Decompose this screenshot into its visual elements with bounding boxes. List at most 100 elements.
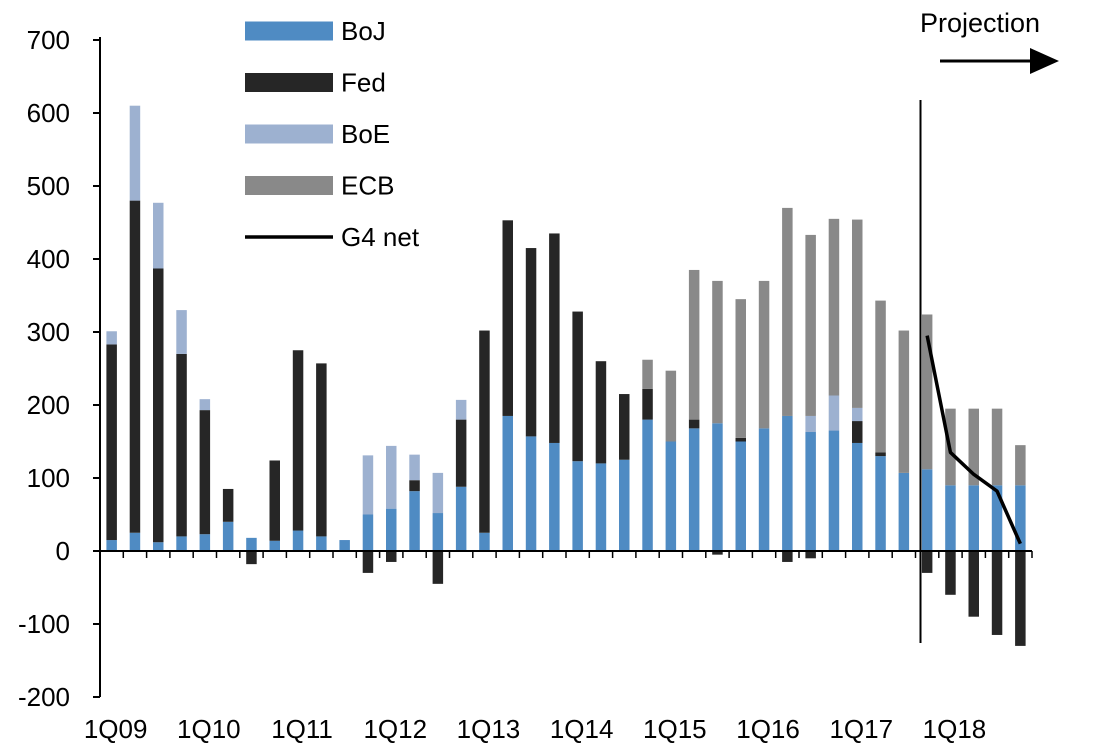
bar-boj-2Q17 (875, 456, 886, 551)
bar-ecb-2Q15 (688, 269, 700, 420)
bar-boj-2Q10 (222, 521, 234, 551)
bar-fed-4Q18 (1015, 551, 1026, 646)
bar-fed-1Q13 (479, 330, 490, 533)
bar-boj-4Q14 (642, 419, 653, 551)
bar-boj-2Q12 (409, 491, 420, 551)
bar-fed-3Q16 (805, 551, 816, 559)
bar-fed-3Q13 (525, 248, 537, 437)
bar-ecb-1Q15 (665, 370, 677, 442)
bar-boj-3Q12 (432, 513, 444, 551)
y-tick-label-500: 500 (27, 171, 70, 201)
bar-boj-1Q12 (386, 508, 397, 551)
line-g4-net (925, 335, 1022, 545)
bar-fed-2Q18 (968, 551, 979, 617)
annotations: Projection (920, 8, 1059, 74)
y-tick-label-300: 300 (27, 317, 70, 347)
bar-boj-4Q15 (735, 441, 746, 551)
bar-ecb-3Q15 (712, 280, 723, 424)
legend-swatch-boe (245, 124, 333, 144)
bar-ecb-1Q16 (758, 280, 770, 429)
bar-boj-1Q09 (106, 540, 117, 551)
bar-fed-1Q09 (106, 344, 117, 541)
bar-boj-1Q18 (945, 485, 956, 551)
bar-boj-3Q13 (525, 436, 537, 551)
bar-fed-2Q14 (595, 361, 607, 464)
bar-fed-1Q18 (945, 551, 956, 595)
bar-fed-1Q12 (386, 551, 397, 562)
projection-arrow-head (1030, 48, 1059, 74)
bar-boe-2Q09 (129, 105, 141, 201)
bar-fed-1Q17 (852, 421, 863, 443)
bar-fed-4Q11 (362, 551, 374, 573)
bar-boj-4Q09 (176, 536, 187, 551)
x-tick-label-1Q11: 1Q11 (271, 714, 333, 744)
bar-fed-2Q17 (875, 452, 886, 457)
x-tick-label-1Q09: 1Q09 (84, 714, 148, 744)
legend-label-boe: BoE (341, 119, 390, 149)
bar-fed-3Q12 (432, 551, 444, 584)
bar-fed-3Q14 (619, 394, 630, 460)
bar-ecb-3Q17 (898, 330, 910, 473)
bar-boe-1Q12 (386, 445, 397, 509)
bar-ecb-2Q17 (875, 300, 886, 453)
bar-ecb-4Q14 (642, 359, 653, 389)
bar-ecb-4Q15 (735, 299, 746, 438)
bar-boe-2Q12 (409, 454, 420, 481)
bar-boe-3Q09 (153, 202, 164, 269)
bar-ecb-2Q16 (782, 207, 793, 416)
bar-fed-2Q15 (688, 419, 700, 429)
bar-ecb-3Q16 (805, 234, 816, 416)
projection-label: Projection (920, 8, 1040, 38)
lines-layer (925, 335, 1022, 545)
bar-ecb-4Q17 (921, 314, 933, 470)
x-tick-label-1Q13: 1Q13 (457, 714, 521, 744)
bar-boj-2Q13 (502, 415, 513, 551)
bars-layer (106, 105, 1026, 646)
bar-boe-4Q11 (362, 455, 374, 515)
bar-boj-3Q11 (339, 540, 350, 551)
bar-ecb-4Q16 (828, 218, 840, 396)
bar-fed-3Q09 (153, 268, 164, 543)
x-tick-label-1Q16: 1Q16 (736, 714, 800, 744)
bar-fed-2Q16 (782, 551, 793, 562)
bar-boj-1Q13 (479, 532, 490, 551)
bar-boj-1Q11 (292, 530, 304, 551)
bar-boj-3Q10 (246, 537, 257, 551)
bar-boj-3Q14 (619, 459, 630, 551)
bar-fed-3Q10 (246, 551, 257, 565)
x-tick-label-1Q14: 1Q14 (550, 714, 614, 744)
bar-boj-3Q17 (898, 472, 910, 551)
bar-boe-1Q09 (106, 331, 117, 345)
legend-label-ecb: ECB (341, 171, 394, 201)
x-ticks: 1Q09 1Q10 1Q11 1Q12 1Q13 1Q14 1Q15 1Q16 1Q17 1Q18 (84, 551, 1033, 744)
x-tick-label-1Q12: 1Q12 (363, 714, 427, 744)
bar-boj-3Q15 (712, 423, 723, 551)
bar-boe-4Q12 (455, 399, 467, 420)
bar-fed-3Q18 (991, 551, 1003, 635)
bar-boj-3Q09 (153, 542, 164, 551)
bar-boj-1Q16 (758, 428, 770, 551)
bar-fed-2Q09 (129, 200, 141, 533)
legend-label-g4-net: G4 net (341, 222, 420, 252)
bar-boj-2Q11 (316, 536, 327, 551)
bar-boj-2Q16 (782, 415, 793, 551)
y-tick-label-0: 0 (56, 536, 70, 566)
bar-fed-4Q09 (176, 353, 187, 537)
y-tick-label-600: 600 (27, 98, 70, 128)
bar-fed-4Q12 (455, 419, 467, 487)
bar-fed-4Q14 (642, 388, 653, 420)
bar-fed-4Q17 (921, 551, 933, 573)
x-tick-label-1Q17: 1Q17 (829, 714, 893, 744)
bar-boe-4Q09 (176, 310, 187, 354)
y-tick-label-100: 100 (27, 463, 70, 493)
bar-fed-2Q12 (409, 480, 420, 492)
bar-boj-4Q16 (828, 430, 840, 551)
bar-ecb-1Q17 (852, 219, 863, 408)
bar-ecb-3Q18 (991, 408, 1003, 486)
bar-fed-2Q11 (316, 363, 327, 537)
bar-boj-3Q18 (991, 485, 1003, 551)
bar-boj-2Q09 (129, 532, 141, 551)
axes-layer (99, 37, 1032, 697)
bar-boe-4Q16 (828, 395, 840, 431)
bar-boe-1Q17 (852, 407, 863, 422)
